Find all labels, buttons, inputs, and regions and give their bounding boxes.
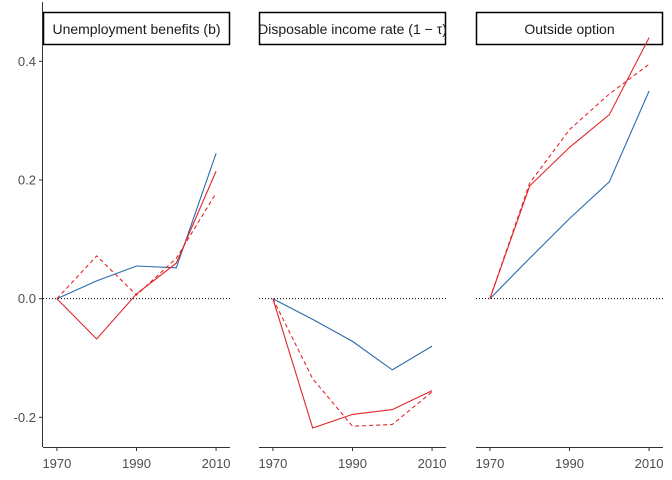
- panel-1: Unemployment benefits (b) 1970 1990 2010 -0.…: [14, 2, 231, 471]
- y-tick-label: 0.2: [18, 173, 36, 188]
- blue-solid-series-line: [489, 90, 650, 300]
- panel-strip: [42, 11, 231, 46]
- x-tick-label: 1970: [42, 456, 71, 471]
- x-tick-label: 2010: [202, 456, 231, 471]
- x-tick-label: 1970: [475, 456, 504, 471]
- x-tick-label: 1990: [122, 456, 151, 471]
- x-tick-label: 2010: [418, 456, 447, 471]
- panel-title: Disposable income rate (1 − τ): [258, 21, 447, 37]
- y-tick-label: 0.0: [18, 291, 36, 306]
- y-tick-label: -0.2: [14, 410, 36, 425]
- panel-title: Outside option: [524, 21, 614, 37]
- panel-strip: [258, 11, 447, 46]
- x-tick-label: 1990: [555, 456, 584, 471]
- x-tick-label: 1970: [258, 456, 287, 471]
- panel-2: Disposable income rate (1 − τ) 1970 1990 20…: [258, 11, 447, 471]
- blue-solid-series-line: [272, 298, 433, 371]
- red-solid-series-line: [489, 37, 650, 299]
- blue-solid-series-line: [56, 153, 217, 300]
- panel-title: Unemployment benefits (b): [52, 21, 220, 37]
- red-dashed-series-line: [489, 63, 650, 299]
- red-solid-series-line: [56, 170, 217, 340]
- red-dashed-series-line: [56, 192, 217, 300]
- x-tick-label: 1990: [338, 456, 367, 471]
- red-dashed-series-line: [272, 298, 433, 427]
- x-tick-label: 2010: [635, 456, 664, 471]
- panel-3: Outside option 1970 1990 2010: [475, 11, 664, 471]
- y-tick-label: 0.4: [18, 54, 36, 69]
- red-solid-series-line: [272, 298, 433, 429]
- panel-strip: [475, 11, 664, 46]
